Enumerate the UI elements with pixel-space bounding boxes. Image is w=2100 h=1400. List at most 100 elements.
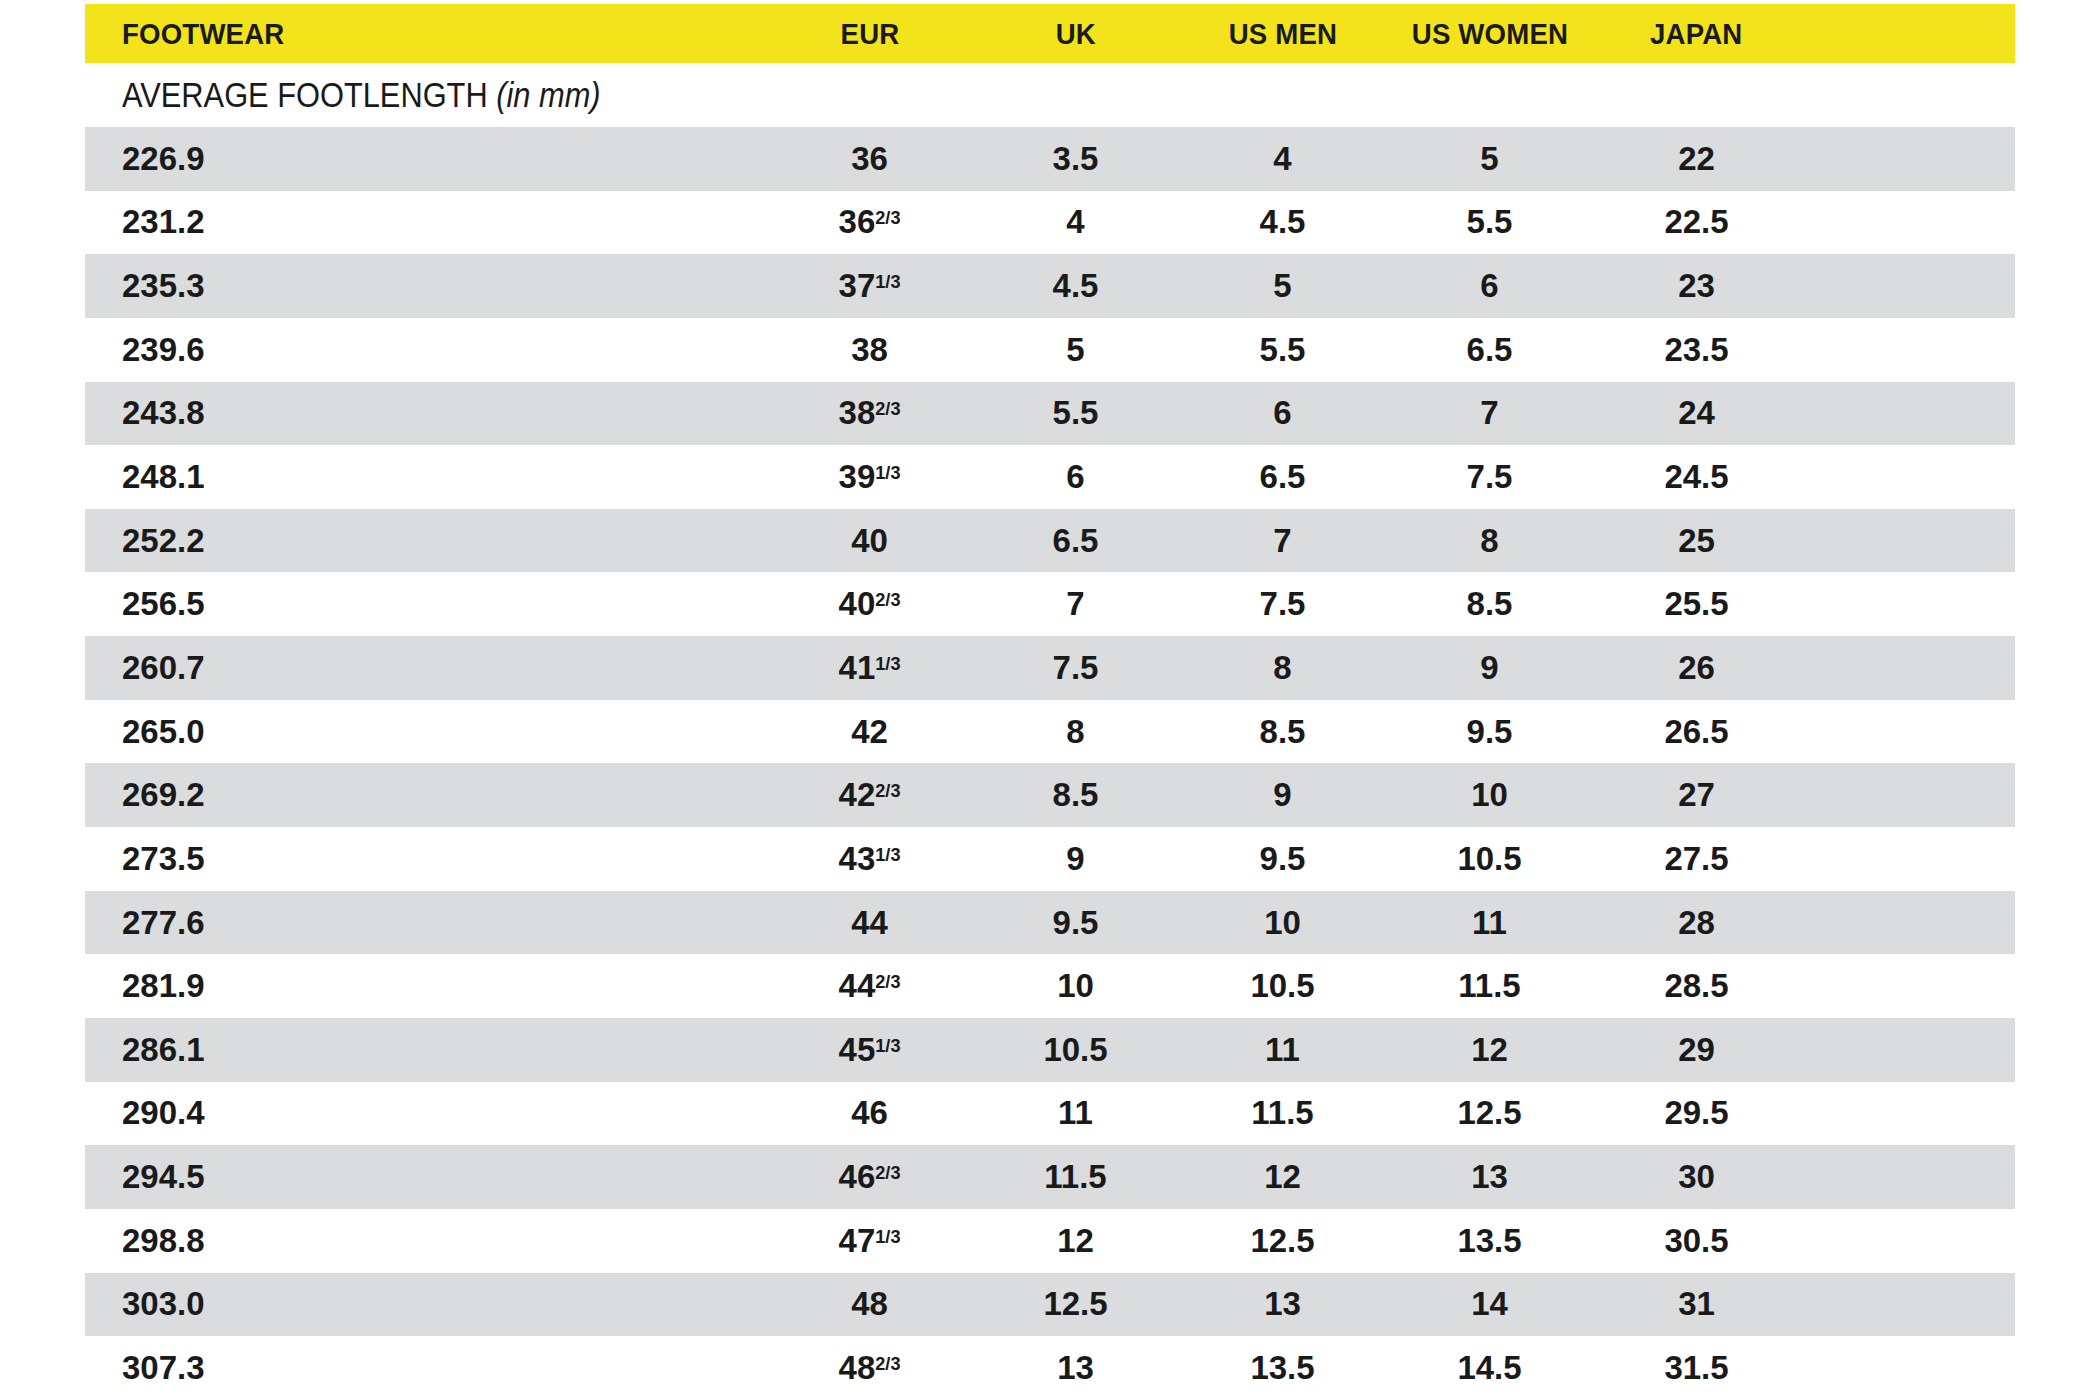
- cell-eur: 48: [767, 1273, 972, 1337]
- row-filler: [1800, 827, 2015, 891]
- subtitle-cell: AVERAGE FOOTLENGTH (in mm): [85, 63, 2015, 127]
- cell-us-women: 13.5: [1386, 1209, 1593, 1273]
- row-filler: [1800, 572, 2015, 636]
- cell-footlength: 248.1: [85, 445, 767, 509]
- cell-us-men: 10.5: [1179, 954, 1386, 1018]
- table-row: 294.5462/311.5121330: [85, 1145, 2015, 1209]
- cell-japan: 31.5: [1593, 1336, 1800, 1400]
- row-filler: [1800, 382, 2015, 446]
- cell-japan: 30: [1593, 1145, 1800, 1209]
- cell-us-men: 5: [1179, 254, 1386, 318]
- cell-uk: 11: [972, 1082, 1179, 1146]
- cell-eur: 451/3: [767, 1018, 972, 1082]
- cell-us-women: 10.5: [1386, 827, 1593, 891]
- cell-us-women: 9.5: [1386, 700, 1593, 764]
- cell-uk: 11.5: [972, 1145, 1179, 1209]
- table-row: 231.2362/344.55.522.5: [85, 191, 2015, 255]
- cell-japan: 29: [1593, 1018, 1800, 1082]
- cell-japan: 25.5: [1593, 572, 1800, 636]
- cell-us-women: 14: [1386, 1273, 1593, 1337]
- size-chart-page: FOOTWEAR EUR UK US MEN US WOMEN JAPAN AV…: [85, 4, 2015, 1400]
- row-filler: [1800, 763, 2015, 827]
- cell-us-men: 9: [1179, 763, 1386, 827]
- size-chart-table: FOOTWEAR EUR UK US MEN US WOMEN JAPAN AV…: [85, 4, 2015, 1400]
- row-filler: [1800, 318, 2015, 382]
- cell-footlength: 260.7: [85, 636, 767, 700]
- table-row: 248.1391/366.57.524.5: [85, 445, 2015, 509]
- cell-us-men: 6: [1179, 382, 1386, 446]
- cell-uk: 8: [972, 700, 1179, 764]
- cell-footlength: 290.4: [85, 1082, 767, 1146]
- cell-uk: 12: [972, 1209, 1179, 1273]
- table-row: 260.7411/37.58926: [85, 636, 2015, 700]
- table-row: 281.9442/31010.511.528.5: [85, 954, 2015, 1018]
- table-row: 256.5402/377.58.525.5: [85, 572, 2015, 636]
- table-row: 286.1451/310.5111229: [85, 1018, 2015, 1082]
- cell-footlength: 273.5: [85, 827, 767, 891]
- cell-eur: 411/3: [767, 636, 972, 700]
- cell-footlength: 231.2: [85, 191, 767, 255]
- cell-us-men: 6.5: [1179, 445, 1386, 509]
- row-filler: [1800, 191, 2015, 255]
- table-row: 277.6449.5101128: [85, 891, 2015, 955]
- table-row: 226.9363.54522: [85, 127, 2015, 191]
- fraction-superscript: 2/3: [875, 590, 900, 610]
- cell-eur: 46: [767, 1082, 972, 1146]
- cell-eur: 44: [767, 891, 972, 955]
- cell-eur: 362/3: [767, 191, 972, 255]
- cell-japan: 24: [1593, 382, 1800, 446]
- cell-us-women: 6.5: [1386, 318, 1593, 382]
- column-header-us-men: US MEN: [1179, 4, 1386, 63]
- cell-footlength: 303.0: [85, 1273, 767, 1337]
- column-header-eur: EUR: [767, 4, 972, 63]
- cell-japan: 28: [1593, 891, 1800, 955]
- cell-uk: 7.5: [972, 636, 1179, 700]
- cell-eur: 431/3: [767, 827, 972, 891]
- fraction-superscript: 2/3: [875, 208, 900, 228]
- cell-uk: 3.5: [972, 127, 1179, 191]
- cell-eur: 391/3: [767, 445, 972, 509]
- cell-footlength: 307.3: [85, 1336, 767, 1400]
- table-row: 235.3371/34.55623: [85, 254, 2015, 318]
- cell-us-men: 11: [1179, 1018, 1386, 1082]
- table-row: 307.3482/31313.514.531.5: [85, 1336, 2015, 1400]
- cell-us-men: 5.5: [1179, 318, 1386, 382]
- cell-uk: 7: [972, 572, 1179, 636]
- cell-uk: 5.5: [972, 382, 1179, 446]
- cell-us-men: 10: [1179, 891, 1386, 955]
- cell-japan: 28.5: [1593, 954, 1800, 1018]
- table-row: 290.4461111.512.529.5: [85, 1082, 2015, 1146]
- fraction-superscript: 1/3: [875, 272, 900, 292]
- cell-us-women: 5.5: [1386, 191, 1593, 255]
- cell-us-men: 9.5: [1179, 827, 1386, 891]
- column-header-footwear: FOOTWEAR: [85, 4, 767, 63]
- cell-us-men: 13: [1179, 1273, 1386, 1337]
- subtitle-unit: (in mm): [496, 75, 600, 114]
- cell-japan: 24.5: [1593, 445, 1800, 509]
- cell-eur: 371/3: [767, 254, 972, 318]
- row-filler: [1800, 1082, 2015, 1146]
- cell-japan: 22: [1593, 127, 1800, 191]
- cell-uk: 9.5: [972, 891, 1179, 955]
- cell-uk: 5: [972, 318, 1179, 382]
- row-filler: [1800, 700, 2015, 764]
- row-filler: [1800, 1018, 2015, 1082]
- cell-us-women: 9: [1386, 636, 1593, 700]
- cell-us-women: 7.5: [1386, 445, 1593, 509]
- table-row: 303.04812.5131431: [85, 1273, 2015, 1337]
- cell-eur: 422/3: [767, 763, 972, 827]
- table-row: 252.2406.57825: [85, 509, 2015, 573]
- cell-footlength: 277.6: [85, 891, 767, 955]
- fraction-superscript: 2/3: [875, 399, 900, 419]
- fraction-superscript: 2/3: [875, 1354, 900, 1374]
- row-filler: [1800, 1145, 2015, 1209]
- cell-us-men: 4.5: [1179, 191, 1386, 255]
- cell-japan: 31: [1593, 1273, 1800, 1337]
- row-filler: [1800, 636, 2015, 700]
- cell-us-women: 11.5: [1386, 954, 1593, 1018]
- cell-eur: 382/3: [767, 382, 972, 446]
- cell-us-women: 10: [1386, 763, 1593, 827]
- fraction-superscript: 1/3: [875, 463, 900, 483]
- cell-us-women: 12.5: [1386, 1082, 1593, 1146]
- column-header-uk: UK: [972, 4, 1179, 63]
